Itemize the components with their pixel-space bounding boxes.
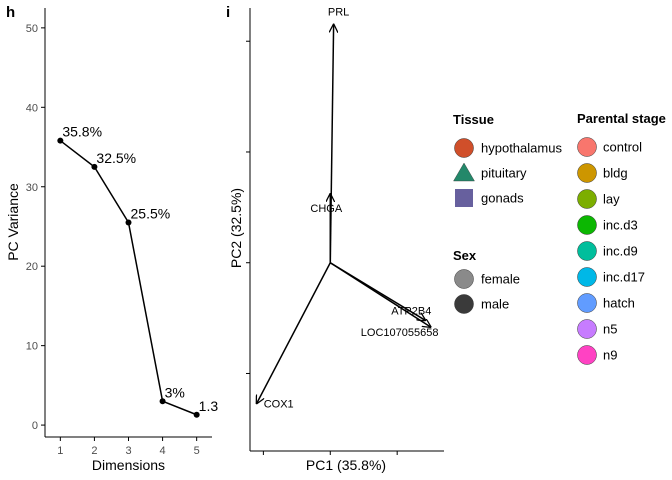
legend-key — [577, 319, 597, 339]
legend-key — [577, 241, 597, 261]
loading-label: CHGA — [310, 203, 342, 215]
legend-item-label: hypothalamus — [481, 141, 562, 156]
variance-point-label: 25.5% — [131, 206, 171, 222]
variance-point — [57, 137, 64, 144]
legend-item-label: inc.d17 — [603, 270, 645, 285]
scree-plot: 0 10 20 30 40 50 1 2 3 4 5 35.8% 32.5% 25.5% 3% 1.3 — [26, 8, 219, 457]
legend-key — [454, 138, 474, 158]
variance-point-label: 1.3 — [199, 398, 219, 414]
legend-key — [577, 163, 597, 183]
h-y-tick-label: 50 — [26, 23, 38, 35]
legend-parental-stage: Parental stage control bldg lay inc.d3 inc.d… — [577, 111, 666, 365]
variance-point — [193, 411, 200, 418]
variance-point-label: 32.5% — [96, 150, 136, 166]
legend-item-label: hatch — [603, 296, 635, 311]
h-y-tick-label: 20 — [26, 261, 38, 273]
loading-label: COX1 — [264, 398, 294, 410]
legend-item-label: control — [603, 140, 642, 155]
legend-item-label: inc.d3 — [603, 218, 638, 233]
variance-point-label: 3% — [165, 384, 185, 400]
h-y-tick-label: 40 — [26, 102, 38, 114]
legend-item-label: inc.d9 — [603, 244, 638, 259]
pca-biplot: PRL CHGA ATP2B4 LOC107055658 COX1 — [246, 7, 444, 455]
legend-key — [577, 215, 597, 235]
legend-item-label: lay — [603, 192, 620, 207]
legend-key — [454, 269, 474, 289]
legend-key — [454, 294, 474, 314]
legend-item-label: pituitary — [481, 166, 527, 181]
i-x-axis-title: PC1 (35.8%) — [306, 457, 386, 473]
h-x-axis-title: Dimensions — [92, 457, 165, 473]
h-x-tick-label: 4 — [160, 445, 166, 457]
legend-item-label: bldg — [603, 166, 628, 181]
legend-key — [455, 189, 473, 207]
panel-label-h: h — [6, 4, 15, 21]
variance-point-label: 35.8% — [62, 124, 102, 140]
h-y-tick-label: 10 — [26, 341, 38, 353]
loading-label: ATP2B4 — [391, 305, 431, 317]
h-x-tick-label: 2 — [91, 445, 97, 457]
legend-key — [577, 345, 597, 365]
loading-label: LOC107055658 — [361, 327, 439, 339]
legend-key — [577, 137, 597, 157]
i-y-axis-title: PC2 (32.5%) — [228, 188, 244, 268]
loading-arrow — [329, 262, 430, 327]
legend-item-label: female — [481, 272, 520, 287]
legend-item-label: n5 — [603, 322, 617, 337]
legend-stage-title: Parental stage — [577, 111, 666, 126]
legend-item-label: gonads — [481, 191, 524, 206]
loading-label: PRL — [328, 7, 349, 19]
legend-key — [577, 293, 597, 313]
h-y-tick-label: 30 — [26, 182, 38, 194]
h-y-axis-title: PC Variance — [5, 183, 21, 261]
panel-label-i: i — [226, 4, 230, 21]
h-x-tick-label: 3 — [125, 445, 131, 457]
variance-point — [159, 398, 166, 405]
h-x-tick-label: 5 — [194, 445, 200, 457]
legend-sex-title: Sex — [453, 248, 477, 263]
legend-item-label: n9 — [603, 348, 617, 363]
legend-tissue-title: Tissue — [453, 112, 494, 127]
h-x-tick-label: 1 — [57, 445, 63, 457]
legend-key — [453, 162, 475, 182]
variance-point — [125, 219, 132, 226]
legend-item-label: male — [481, 297, 509, 312]
loading-arrow — [257, 262, 331, 404]
legend-key — [577, 267, 597, 287]
h-y-tick-label: 0 — [32, 420, 38, 432]
variance-point — [91, 163, 98, 170]
legend-sex: Sex female male — [453, 248, 520, 314]
legend-tissue: Tissue hypothalamus pituitary gonads — [453, 112, 562, 207]
variance-line — [59, 140, 197, 416]
legend-key — [577, 189, 597, 209]
